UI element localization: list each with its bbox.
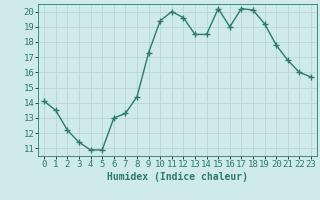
X-axis label: Humidex (Indice chaleur): Humidex (Indice chaleur) [107,172,248,182]
